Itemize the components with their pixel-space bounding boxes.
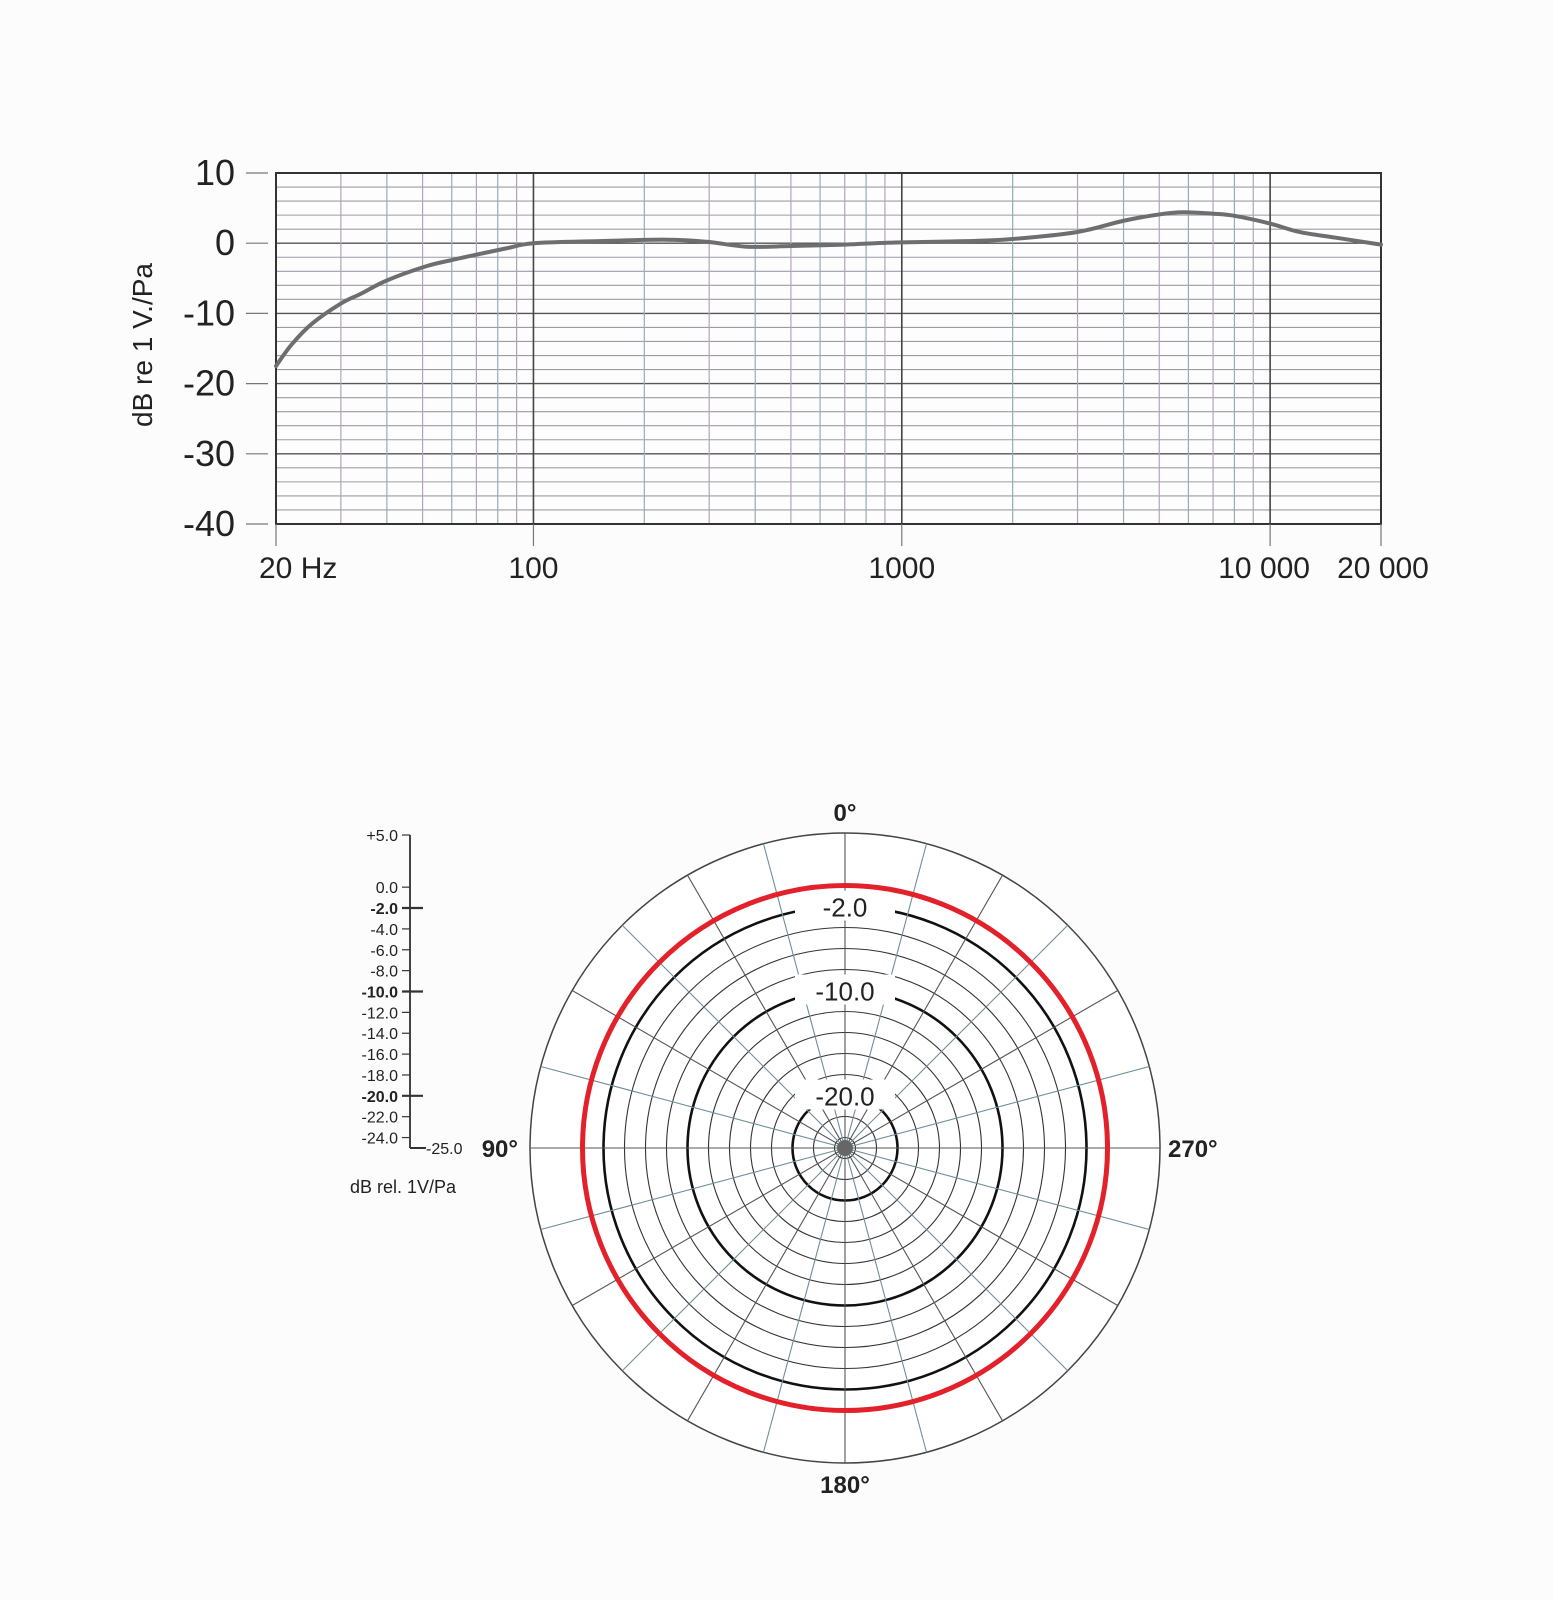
angle-label: 270° — [1168, 1136, 1218, 1163]
y-tick-label: 0 — [215, 222, 235, 263]
angle-label: 180° — [820, 1472, 870, 1499]
scale-tick-label: +5.0 — [366, 828, 398, 845]
ring-label-bg — [795, 1079, 895, 1110]
scale-tick-label: -14.0 — [362, 1026, 399, 1043]
plot-border — [275, 172, 1382, 525]
scale-tick-label: -12.0 — [362, 1005, 399, 1022]
y-axis-label: dB re 1 V./Pa — [127, 263, 158, 427]
y-tick-label: -10 — [183, 292, 235, 333]
scale-tick-label: -24.0 — [362, 1131, 399, 1148]
polar-scale-label: dB rel. 1V/Pa — [350, 1177, 457, 1197]
response-curve — [274, 210, 1383, 369]
scale-tick-label: -25.0 — [426, 1141, 463, 1158]
y-tick-label: -30 — [183, 433, 235, 474]
x-tick-label: 20 Hz — [259, 552, 337, 585]
scale-tick-label: -22.0 — [362, 1110, 399, 1127]
ring-label: -2.0 — [823, 893, 868, 923]
scale-tick-label: -8.0 — [370, 964, 398, 981]
ring-label-bg — [795, 974, 895, 1005]
scale-tick-label: 0.0 — [376, 880, 398, 897]
scale-tick-label: -18.0 — [362, 1068, 399, 1085]
x-tick-label: 100 — [508, 552, 558, 585]
ring-label-bg — [795, 890, 895, 921]
scale-tick-label: -4.0 — [370, 922, 398, 939]
polar-center — [837, 1140, 853, 1156]
scale-tick-label: -6.0 — [370, 943, 398, 960]
scale-tick-label: -16.0 — [362, 1047, 399, 1064]
scale-tick-label: -10.0 — [362, 985, 399, 1002]
y-tick-label: 10 — [195, 152, 235, 193]
x-tick-label: 10 000 — [1218, 552, 1310, 585]
angle-label: 0° — [834, 800, 857, 827]
y-tick-label: -40 — [183, 503, 235, 544]
y-tick-label: -20 — [183, 363, 235, 404]
x-tick-label: 20 000 — [1337, 552, 1429, 585]
plot-area — [276, 173, 1381, 524]
scale-tick-label: -20.0 — [362, 1089, 399, 1106]
polar-pattern-chart: -2.0 -10.0 -20.0 0° 90° 180° 270° +5.0 0.0 -2.0 -4… — [362, 800, 1218, 1499]
polar-response-trace — [580, 883, 1110, 1413]
x-tick-label: 1000 — [868, 552, 935, 585]
angle-label: 90° — [482, 1136, 518, 1163]
ring-label: -20.0 — [815, 1082, 874, 1112]
scale-tick-label: -2.0 — [370, 901, 398, 918]
ring-label: -10.0 — [815, 977, 874, 1007]
